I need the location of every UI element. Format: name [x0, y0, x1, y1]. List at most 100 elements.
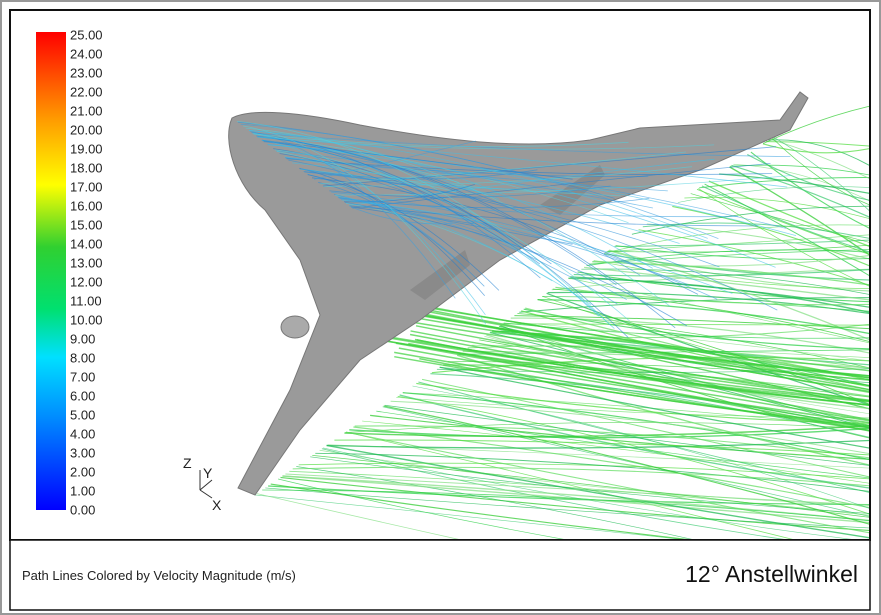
- colorbar-label: 18.00: [70, 160, 103, 175]
- colorbar-label: 6.00: [70, 388, 95, 403]
- triad-label: Y: [203, 465, 213, 481]
- streamline-core: [410, 330, 869, 401]
- streamline: [672, 205, 869, 267]
- surface-pathline: [307, 174, 500, 291]
- streamline: [505, 321, 869, 362]
- streamline: [537, 299, 869, 405]
- streamline: [607, 244, 869, 253]
- surface-pathline: [303, 171, 778, 311]
- colorbar: [36, 32, 66, 510]
- colorbar-label: 2.00: [70, 464, 95, 479]
- streamline: [344, 424, 869, 438]
- streamline: [642, 222, 869, 239]
- surface-pathline: [268, 144, 776, 268]
- surface-pathline: [352, 163, 771, 209]
- streamline: [349, 427, 869, 439]
- colorbar-label: 23.00: [70, 65, 103, 80]
- colorbar-label: 7.00: [70, 369, 95, 384]
- colorbar-label: 8.00: [70, 350, 95, 365]
- colorbar-label: 14.00: [70, 236, 103, 251]
- streamline: [699, 177, 869, 189]
- streamline: [412, 385, 869, 509]
- streamline: [255, 494, 681, 539]
- colorbar-label: 17.00: [70, 179, 103, 194]
- streamline: [704, 183, 869, 276]
- colorbar-label: 16.00: [70, 198, 103, 213]
- streamline: [631, 205, 869, 235]
- streamline: [421, 378, 869, 478]
- streamline: [362, 420, 869, 484]
- colorbar-label: 11.00: [70, 293, 102, 308]
- streamline: [615, 245, 869, 260]
- streamline: [319, 449, 869, 506]
- surface-pathline: [329, 185, 611, 198]
- axes-triad: [199, 470, 213, 499]
- surface-pathline: [274, 149, 630, 322]
- streamline: [719, 173, 869, 194]
- streamline: [690, 193, 869, 243]
- case-title: 12° Anstellwinkel: [685, 561, 858, 587]
- colorbar-label: 0.00: [70, 502, 95, 517]
- streamline: [503, 322, 869, 339]
- engine-pylon: [410, 250, 470, 300]
- streamline-core: [411, 302, 869, 372]
- streamline: [769, 138, 869, 179]
- surface-pathline: [339, 198, 739, 218]
- colorbar-label: 3.00: [70, 445, 95, 460]
- surface-pathline: [253, 133, 629, 147]
- surface-pathline: [276, 150, 457, 193]
- streamline: [502, 323, 869, 326]
- surface-pathline: [262, 140, 629, 338]
- streamline: [614, 239, 869, 247]
- flow-field: [255, 105, 869, 539]
- engine-nacelle: [280, 315, 310, 339]
- surface-pathline: [343, 184, 476, 203]
- surface-pathline: [350, 206, 453, 225]
- surface-pathline: [345, 202, 592, 306]
- streamline: [384, 404, 869, 466]
- streamline: [768, 139, 869, 166]
- streamline: [298, 462, 869, 480]
- colorbar-label: 15.00: [70, 217, 103, 232]
- surface-pathlines: [236, 121, 797, 338]
- surface-pathline: [236, 121, 612, 326]
- streamline: [701, 185, 869, 253]
- streamline: [376, 410, 869, 479]
- streamline: [593, 260, 869, 289]
- streamline: [390, 400, 869, 454]
- streamline-core: [394, 355, 869, 429]
- streamline: [402, 392, 869, 461]
- streamline: [383, 405, 869, 525]
- streamline: [354, 425, 869, 459]
- surface-pathline: [285, 157, 668, 192]
- streamline: [603, 252, 869, 281]
- caption-box: [9, 539, 871, 611]
- streamline: [292, 466, 869, 487]
- streamline: [334, 439, 869, 456]
- colorbar-label: 9.00: [70, 331, 95, 346]
- colorbar-label: 13.00: [70, 255, 103, 270]
- surface-pathline: [331, 191, 718, 300]
- streamline-core: [398, 347, 869, 424]
- streamline: [462, 350, 869, 369]
- surface-pathline: [320, 151, 686, 185]
- streamline-core: [394, 351, 869, 432]
- streamline: [510, 317, 869, 354]
- colorbar-label: 5.00: [70, 407, 95, 422]
- colorbar-label: 21.00: [70, 103, 103, 118]
- surface-pathline: [248, 130, 708, 239]
- caption-text: Path Lines Colored by Velocity Magnitude…: [22, 568, 296, 583]
- streamline: [573, 269, 869, 277]
- streamline: [763, 105, 869, 144]
- streamline: [315, 452, 869, 492]
- streamline: [568, 277, 869, 344]
- colorbar-label: 22.00: [70, 84, 103, 99]
- streamline: [285, 473, 869, 506]
- streamline: [312, 455, 869, 518]
- streamline: [265, 487, 869, 529]
- streamline: [439, 366, 869, 449]
- streamline: [370, 414, 869, 460]
- triad-label: Z: [183, 455, 192, 471]
